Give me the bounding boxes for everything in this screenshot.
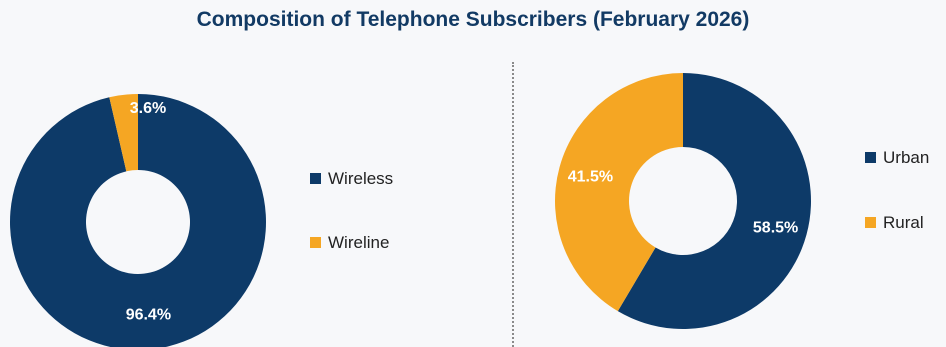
legend-swatch-wireline xyxy=(310,237,321,248)
slice-label-urban: 58.5% xyxy=(753,219,798,236)
donut-chart-technology: 96.4% 3.6% Wireless Wireline xyxy=(10,94,393,347)
slice-label-wireless: 96.4% xyxy=(126,306,171,323)
legend-label-rural: Rural xyxy=(883,213,924,232)
slice-rural xyxy=(554,73,683,312)
slice-wireless xyxy=(10,94,266,347)
slice-label-rural: 41.5% xyxy=(568,169,613,186)
legend-label-wireless: Wireless xyxy=(328,169,393,188)
legend-label-urban: Urban xyxy=(883,148,929,167)
chart-title: Composition of Telephone Subscribers (Fe… xyxy=(196,8,750,31)
legend-label-wireline: Wireline xyxy=(328,233,389,252)
legend-swatch-urban xyxy=(865,152,876,163)
legend-swatch-wireless xyxy=(310,173,321,184)
slice-wireline xyxy=(109,94,138,172)
slice-label-wireline: 3.6% xyxy=(130,100,166,117)
legend-swatch-rural xyxy=(865,217,876,228)
donut-chart-area: 58.5% 41.5% Urban Rural xyxy=(554,73,929,329)
slice-urban xyxy=(617,73,812,329)
divider xyxy=(512,62,514,347)
